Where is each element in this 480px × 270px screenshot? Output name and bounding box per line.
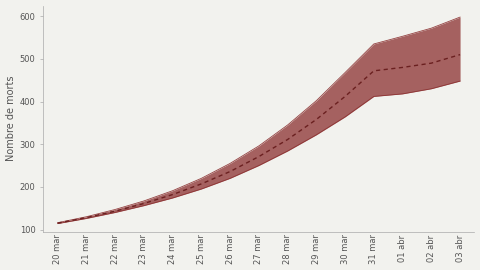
Y-axis label: Nombre de morts: Nombre de morts (6, 76, 15, 161)
